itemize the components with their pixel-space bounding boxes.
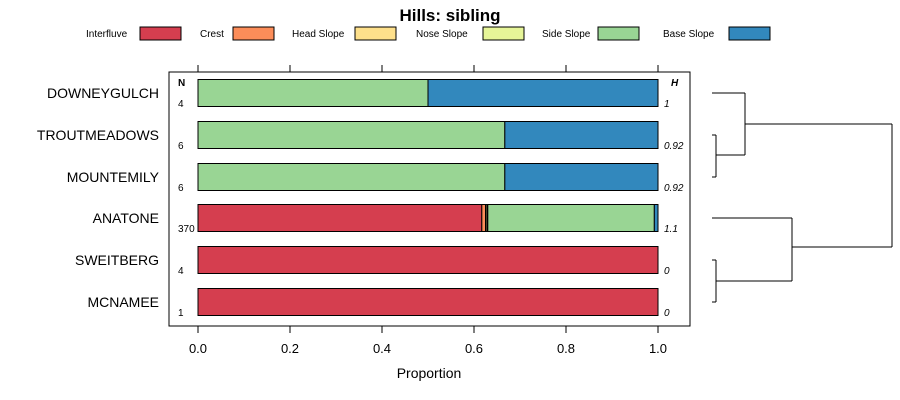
x-tick-label: 1.0 [649,341,667,356]
n-value-anatone: 370 [178,224,195,235]
h-value-mcnamee: 0 [664,308,670,319]
n-value-sweitberg: 4 [178,266,184,277]
category-label-troutmeadows: TROUTMEADOWS [37,127,159,143]
h-value-anatone: 1.1 [664,224,678,235]
legend-swatch-nose-slope [482,26,525,41]
plot-frame [168,71,691,327]
legend-swatch-crest [232,26,275,41]
x-axis-label: Proportion [397,365,462,381]
x-axis: 0.0 0.2 0.4 0.6 0.8 1.0 [189,65,667,356]
n-h-annotations: N H 4 6 6 370 4 1 1 0.92 0.92 1.1 0 0 [178,78,684,319]
bar-mountemily-side-slope [197,163,506,191]
legend-swatch-side-slope [597,26,640,41]
n-value-mcnamee: 1 [178,308,184,319]
category-label-downeygulch: DOWNEYGULCH [47,85,159,101]
legend-swatch-base-slope [728,26,771,41]
x-tick-label: 0.0 [189,341,207,356]
bars [197,79,659,316]
bar-anatone-base-slope [653,204,659,232]
h-value-downeygulch: 1 [664,99,670,110]
chart-title: Hills: sibling [399,6,500,25]
category-label-mountemily: MOUNTEMILY [67,169,160,185]
legend-label-crest: Crest [200,29,224,40]
bar-sweitberg-interfluve [197,246,659,274]
bar-anatone-interfluve [197,204,483,232]
bar-downeygulch-side-slope [197,79,429,107]
legend-label-base-slope: Base Slope [663,29,715,40]
bar-troutmeadows-base-slope [504,121,659,149]
legend-swatch-interfluve [139,26,182,41]
bar-mcnamee-interfluve [197,288,659,316]
bar-anatone-side-slope [487,204,655,232]
h-value-mountemily: 0.92 [664,183,684,194]
x-tick-label: 0.2 [281,341,299,356]
h-value-sweitberg: 0 [664,266,670,277]
h-value-troutmeadows: 0.92 [664,141,684,152]
category-label-mcnamee: MCNAMEE [87,294,159,310]
dendrogram [712,92,893,303]
n-value-mountemily: 6 [178,183,184,194]
h-column-header: H [671,78,679,89]
legend-label-interfluve: Interfluve [86,29,128,40]
legend-label-nose-slope: Nose Slope [416,29,468,40]
x-tick-label: 0.6 [465,341,483,356]
bar-mountemily-base-slope [504,163,659,191]
category-labels: DOWNEYGULCH TROUTMEADOWS MOUNTEMILY ANATONE… [37,85,160,310]
legend-label-head-slope: Head Slope [292,29,345,40]
n-column-header: N [178,78,185,89]
n-value-downeygulch: 4 [178,99,184,110]
legend-label-side-slope: Side Slope [542,29,591,40]
legend: Interfluve Crest Head Slope Nose Slope Side … [86,26,771,41]
bar-troutmeadows-side-slope [197,121,506,149]
n-value-troutmeadows: 6 [178,141,184,152]
category-label-sweitberg: SWEITBERG [75,252,159,268]
x-tick-label: 0.8 [557,341,575,356]
category-label-anatone: ANATONE [93,210,159,226]
legend-swatch-head-slope [354,26,397,41]
bar-anatone-crest [481,204,487,232]
bar-downeygulch-base-slope [427,79,659,107]
x-tick-label: 0.4 [373,341,391,356]
